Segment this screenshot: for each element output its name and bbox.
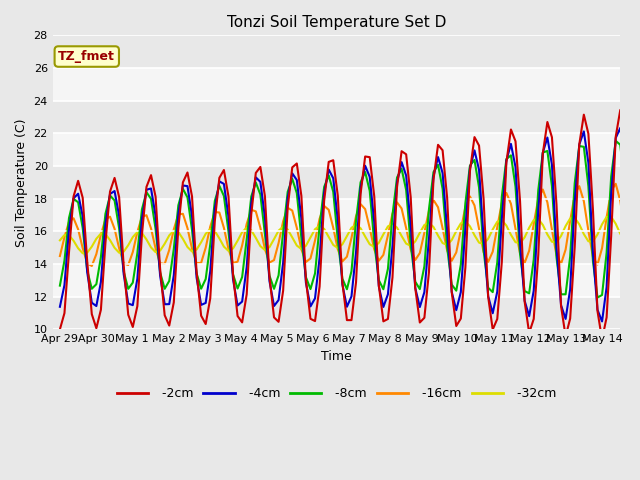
Bar: [52, 199, 620, 231]
Text: TZ_fmet: TZ_fmet: [58, 50, 115, 63]
Bar: [52, 101, 620, 133]
Bar: [52, 297, 620, 329]
Legend:  -2cm,  -4cm,  -8cm,  -16cm,  -32cm: -2cm, -4cm, -8cm, -16cm, -32cm: [112, 383, 561, 406]
Bar: [52, 231, 620, 264]
Y-axis label: Soil Temperature (C): Soil Temperature (C): [15, 118, 28, 247]
X-axis label: Time: Time: [321, 350, 352, 363]
Bar: [52, 166, 620, 199]
Bar: [52, 264, 620, 297]
Bar: [52, 36, 620, 68]
Title: Tonzi Soil Temperature Set D: Tonzi Soil Temperature Set D: [227, 15, 446, 30]
Bar: [52, 133, 620, 166]
Bar: [52, 68, 620, 101]
